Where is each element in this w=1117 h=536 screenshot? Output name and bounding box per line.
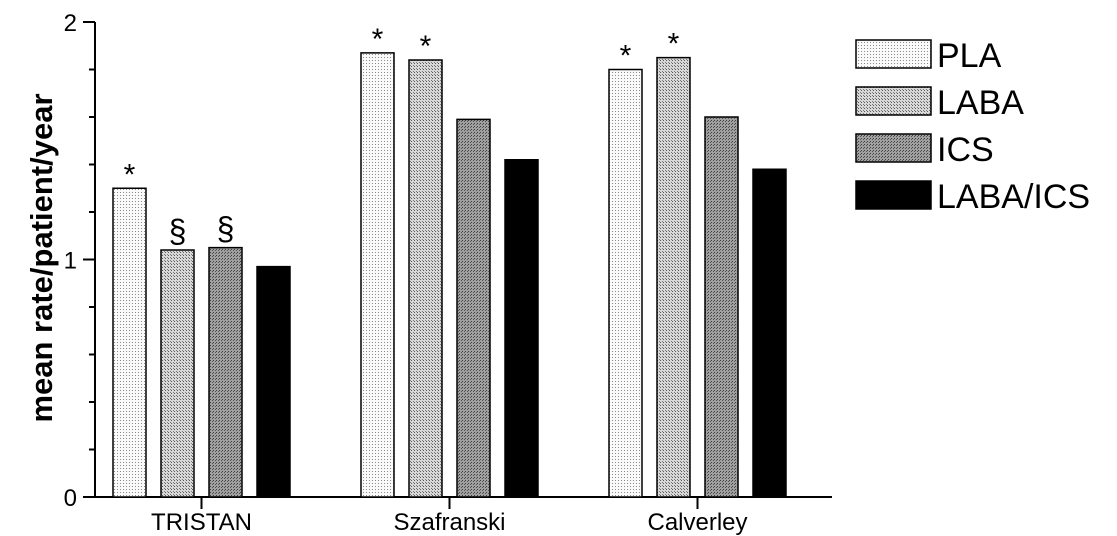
significance-asterisk: * xyxy=(668,28,680,61)
legend-label: LABA xyxy=(937,84,1024,122)
legend-label: LABA/ICS xyxy=(937,178,1090,216)
legend-label: ICS xyxy=(937,131,994,169)
legend-label: PLA xyxy=(937,37,1002,75)
bar-annotations: * * * § * * § xyxy=(124,23,680,249)
y-tick-labels: 0 1 2 xyxy=(64,10,77,512)
bar-ics-calverley xyxy=(704,116,739,498)
y-tick-label: 1 xyxy=(64,248,77,275)
legend-swatch xyxy=(855,133,932,163)
y-tick-label: 2 xyxy=(64,10,77,37)
x-tick-label: Calverley xyxy=(647,509,747,536)
x-tick-label: Szafranski xyxy=(393,509,505,536)
bar-laba-calverley xyxy=(656,56,691,498)
legend-swatch xyxy=(855,39,932,69)
bar-pla-szafranski xyxy=(360,52,395,498)
legend-swatch xyxy=(855,180,932,210)
bar-laba-ics-szafranski xyxy=(504,159,539,498)
bar-ics-szafranski xyxy=(456,118,491,498)
y-axis-label: mean rate/patient/year xyxy=(24,93,59,422)
x-tick-label: TRISTAN xyxy=(151,509,252,536)
bar-laba-ics-tristan xyxy=(256,265,291,498)
bar-pla-tristan xyxy=(112,187,147,498)
bar-laba-ics-calverley xyxy=(752,168,787,498)
significance-asterisk: * xyxy=(620,40,632,73)
legend: PLA LABA ICS LABA/ICS xyxy=(855,37,1090,216)
bars xyxy=(112,52,787,498)
x-tick-labels: TRISTAN Szafranski Calverley xyxy=(151,509,747,536)
bar-pla-calverley xyxy=(608,68,643,498)
bar-ics-tristan xyxy=(208,246,243,498)
bar-laba-tristan xyxy=(160,249,195,498)
y-tick-label: 0 xyxy=(64,485,77,512)
significance-section-mark: § xyxy=(217,211,235,247)
significance-asterisk: * xyxy=(124,158,136,191)
legend-swatch xyxy=(855,86,932,116)
significance-asterisk: * xyxy=(420,30,432,63)
significance-section-mark: § xyxy=(169,213,187,249)
bar-laba-szafranski xyxy=(408,59,443,498)
significance-asterisk: * xyxy=(372,23,384,56)
